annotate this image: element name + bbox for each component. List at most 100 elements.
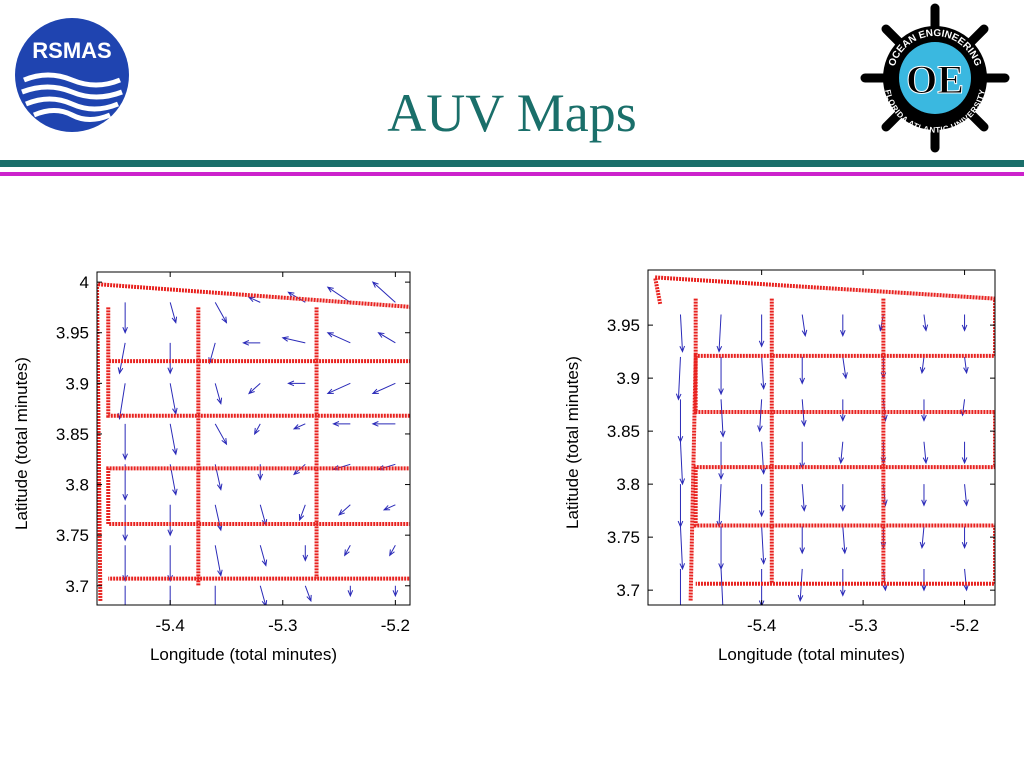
current-arrow	[259, 585, 268, 605]
x-axis-label: Longitude (total minutes)	[150, 645, 337, 664]
y-tick-label: 3.9	[616, 369, 640, 388]
current-arrow	[169, 383, 178, 415]
current-arrow	[801, 314, 808, 337]
current-arrow	[371, 382, 396, 394]
plot-area	[648, 270, 995, 605]
current-arrow	[961, 314, 968, 332]
current-arrow	[326, 382, 351, 394]
x-tick-label: -5.4	[156, 616, 185, 635]
divider	[0, 172, 1024, 176]
current-arrow	[679, 568, 681, 605]
current-arrow	[377, 332, 396, 344]
current-arrow	[167, 504, 173, 537]
plot-frame	[96, 271, 411, 606]
current-arrow	[338, 504, 351, 516]
current-arrow	[347, 585, 354, 598]
current-arrow	[921, 568, 927, 592]
x-tick-label: -5.4	[747, 616, 776, 635]
current-arrow	[718, 356, 724, 396]
current-arrow	[799, 356, 806, 385]
current-arrow	[242, 340, 261, 346]
current-arrow	[332, 421, 351, 427]
rsmas-logo: RSMAS	[15, 18, 129, 132]
current-arrow	[292, 423, 306, 430]
current-arrow	[922, 441, 929, 465]
current-arrow	[122, 423, 128, 461]
current-arrow	[371, 421, 396, 427]
y-axis-label: Latitude (total minutes)	[563, 356, 582, 529]
current-arrow	[679, 526, 686, 571]
current-arrow	[921, 399, 927, 422]
y-tick-label: 3.9	[65, 374, 89, 393]
y-tick-label: 3.7	[65, 577, 89, 596]
x-tick-label: -5.2	[950, 616, 979, 635]
current-arrow	[304, 585, 312, 603]
current-arrow	[117, 342, 126, 375]
current-arrow	[169, 302, 178, 324]
current-arrow	[841, 526, 848, 555]
current-arrow	[389, 545, 396, 557]
current-arrow	[679, 314, 685, 353]
x-tick-label: -5.2	[381, 616, 410, 635]
current-arrow	[716, 314, 723, 353]
current-arrow	[838, 441, 845, 465]
current-arrow	[214, 585, 216, 605]
current-arrow	[758, 314, 765, 348]
current-arrow	[757, 399, 763, 433]
logo-initials: OE	[906, 57, 964, 102]
x-tick-label: -5.3	[848, 616, 877, 635]
current-arrow	[344, 545, 351, 557]
x-axis-label: Longitude (total minutes)	[718, 645, 905, 664]
y-tick-label: 3.95	[607, 316, 640, 335]
y-tick-label: 3.85	[56, 425, 89, 444]
current-arrow	[167, 342, 173, 375]
divider	[0, 160, 1024, 167]
current-arrow	[214, 383, 223, 405]
y-axis-label: Latitude (total minutes)	[12, 357, 31, 530]
y-tick-label: 3.75	[56, 526, 89, 545]
current-arrow	[718, 441, 724, 481]
current-arrow	[840, 484, 846, 512]
current-arrow	[281, 336, 306, 344]
current-arrow	[382, 504, 396, 511]
current-arrow	[392, 585, 399, 598]
current-arrow	[287, 380, 306, 387]
current-arrow	[247, 296, 261, 303]
oe-logo: OCEAN ENGINEERING FLORIDA ATLANTIC UNIVE…	[860, 3, 1010, 153]
plot-frame	[647, 269, 996, 606]
current-arrow	[214, 302, 228, 324]
x-tick-label: -5.3	[268, 616, 297, 635]
current-arrow	[919, 356, 926, 375]
current-arrow	[259, 545, 268, 567]
logo-text: RSMAS	[32, 38, 111, 63]
current-arrow	[963, 484, 969, 507]
current-arrow	[124, 585, 126, 605]
current-arrow	[799, 526, 806, 555]
current-arrow	[758, 484, 765, 518]
slide-title: AUV Maps	[387, 83, 637, 143]
current-arrow	[840, 314, 846, 338]
current-arrow	[719, 399, 726, 438]
plot-area	[97, 272, 410, 605]
y-tick-label: 3.85	[607, 422, 640, 441]
current-arrow	[961, 526, 968, 550]
current-arrow	[371, 281, 396, 303]
auv-track	[652, 275, 995, 601]
current-arrow	[214, 423, 228, 446]
current-arrow	[922, 314, 929, 332]
auv-track	[97, 282, 410, 601]
current-arrow	[963, 568, 969, 592]
current-arrow	[919, 526, 926, 550]
current-arrow	[801, 399, 807, 428]
current-arrow	[248, 382, 261, 395]
y-tick-label: 4	[80, 273, 89, 292]
current-arrow	[326, 332, 351, 344]
current-arrow	[254, 423, 261, 436]
current-arrow	[842, 356, 848, 380]
y-tick-label: 3.7	[616, 581, 640, 600]
current-arrow	[760, 356, 767, 391]
current-arrow	[720, 568, 724, 605]
current-arrow	[122, 302, 128, 335]
current-arrow	[921, 484, 927, 507]
